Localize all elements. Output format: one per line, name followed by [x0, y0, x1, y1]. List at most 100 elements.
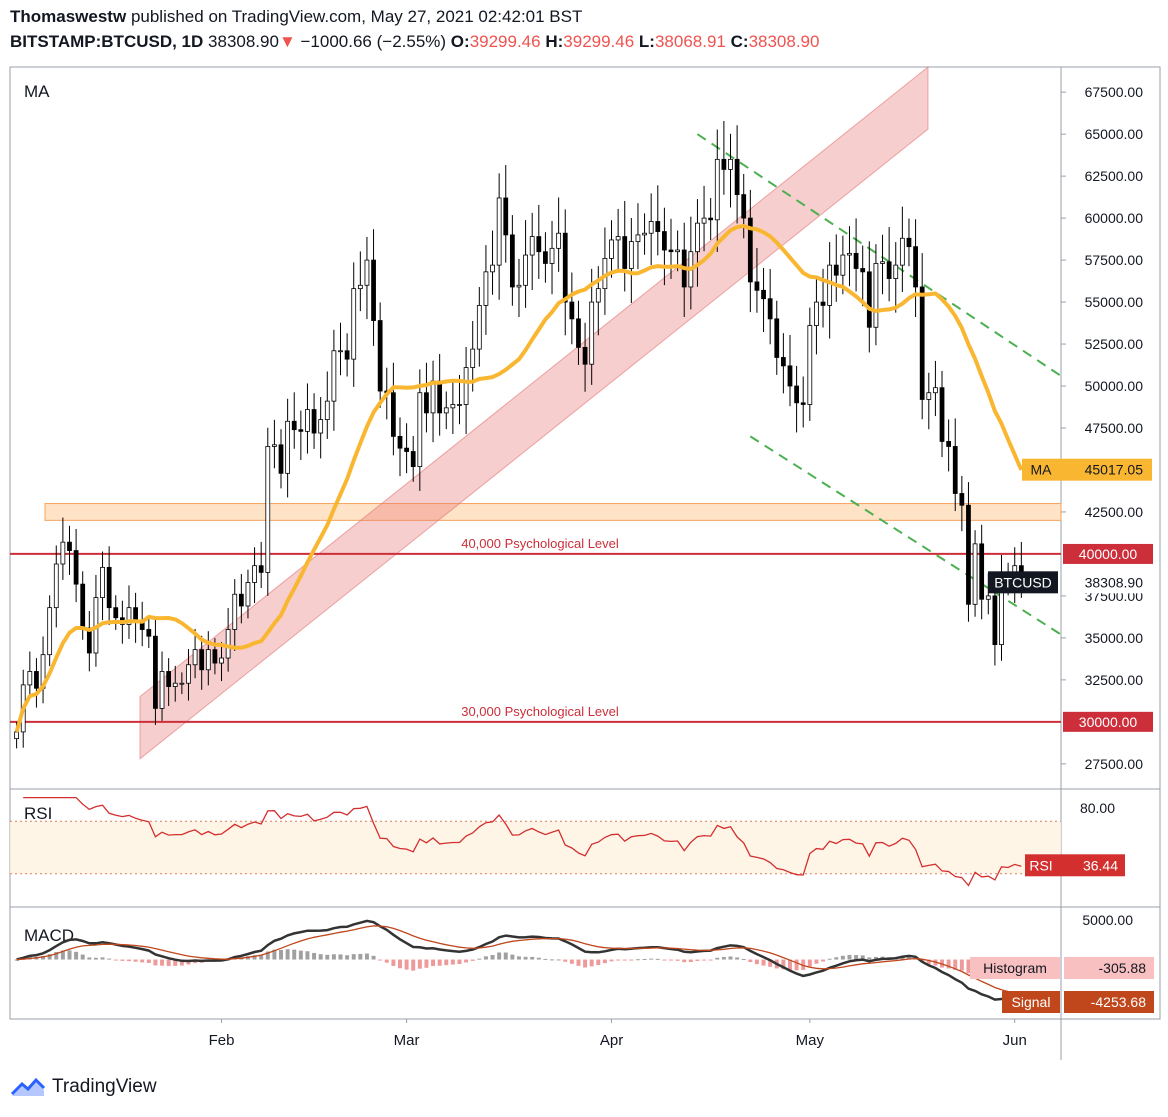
low-label: L:	[638, 32, 655, 51]
ma-line	[14, 224, 1024, 733]
macd-histogram-bar	[411, 959, 416, 971]
macd-histogram-bar	[431, 959, 436, 967]
macd-histogram-bar	[834, 957, 839, 960]
macd-line	[16, 919, 1022, 1001]
macd-histogram-bar	[54, 951, 59, 960]
candle-body	[318, 419, 324, 434]
macd-histogram-bar	[821, 959, 826, 962]
time-tick-label-feb: Feb	[209, 1032, 235, 1049]
high-label: H:	[545, 32, 564, 51]
candle-body	[966, 504, 971, 605]
macd-histogram-bar	[133, 959, 138, 962]
macd-histogram-bar	[873, 956, 878, 960]
macd-histogram-bar	[596, 959, 601, 966]
rsi-tag-name: RSI	[1029, 857, 1052, 873]
candle-body	[192, 649, 198, 666]
candle-body	[47, 607, 53, 656]
macd-histogram-bar	[807, 959, 812, 967]
macd-histogram-bar	[146, 959, 151, 963]
macd-histogram-bar	[345, 955, 350, 960]
candle-body	[523, 254, 528, 286]
candle-body	[344, 350, 350, 360]
candle-body	[285, 420, 291, 474]
macd-histogram-bar	[67, 950, 72, 960]
macd-histogram-bar	[583, 959, 588, 968]
candle-body	[814, 301, 819, 326]
candle-body	[516, 284, 522, 288]
macd-histogram-bar	[107, 958, 112, 960]
level-tag-text-40000: 40000.00	[1079, 546, 1138, 562]
high-value: 39299.46	[563, 32, 635, 51]
candle-body	[331, 350, 337, 402]
macd-histogram-bar	[966, 959, 971, 974]
macd-histogram-bar	[93, 957, 98, 960]
candle-body	[53, 563, 59, 609]
macd-histogram-bar	[609, 959, 614, 962]
price-tick-label: 55000.00	[1085, 294, 1144, 310]
candle-body	[238, 593, 244, 607]
candle-body	[780, 357, 786, 367]
macd-histogram-bar	[794, 959, 799, 971]
macd-histogram-bar	[662, 959, 667, 961]
candle-body	[628, 241, 634, 269]
candle-body	[827, 264, 833, 306]
chart-frame	[9, 66, 1161, 1020]
candle-body	[153, 635, 158, 709]
candle-body	[245, 582, 251, 607]
candle-body	[906, 237, 912, 248]
candle-body	[232, 593, 238, 630]
tradingview-logo-icon[interactable]	[10, 1076, 46, 1098]
macd-histogram-bar	[781, 959, 786, 970]
macd-histogram-bar	[695, 959, 700, 961]
macd-histogram-bar	[569, 959, 574, 964]
candle-body	[252, 565, 257, 583]
price-tick-label: 60000.00	[1085, 210, 1144, 226]
macd-histogram-bar	[477, 958, 482, 960]
macd-histogram-bar	[768, 959, 773, 967]
candle-body	[662, 231, 667, 251]
candle-body	[840, 254, 846, 276]
candle-body	[397, 435, 403, 449]
candle-body	[67, 541, 72, 551]
author-name[interactable]: Thomaswestw	[10, 7, 127, 26]
symbol-label[interactable]: BITSTAMP:BTCUSD, 1D	[10, 32, 204, 51]
price-tick-label: 65000.00	[1085, 126, 1144, 142]
tradingview-brand[interactable]: TradingView	[52, 1076, 157, 1097]
candle-body	[919, 286, 925, 400]
rsi-tag-value: 36.44	[1083, 857, 1118, 873]
macd-histogram-bar	[721, 957, 726, 960]
candle-body	[126, 607, 132, 625]
candle-body	[199, 649, 205, 671]
candle-body	[728, 158, 733, 170]
candle-body	[212, 649, 218, 664]
candle-body	[992, 595, 998, 646]
open-value: 39299.46	[469, 32, 541, 51]
macd-histogram-bar	[675, 959, 680, 961]
macd-histogram-bar	[14, 959, 19, 961]
price-tick-label: 62500.00	[1085, 168, 1144, 184]
candle-body	[305, 409, 310, 432]
candle-body	[939, 387, 945, 442]
time-tick-label-may: May	[796, 1032, 825, 1049]
candle-body	[377, 320, 383, 392]
candle-body	[278, 444, 284, 474]
macd-histogram-bar	[516, 956, 521, 960]
macd-histogram-bar	[702, 959, 707, 961]
candle-body	[529, 236, 535, 256]
publish-info: published on TradingView.com, May 27, 20…	[130, 7, 583, 26]
time-tick-label-apr: Apr	[600, 1032, 623, 1049]
macd-histogram-bar	[602, 959, 607, 964]
macd-histogram-bar	[331, 954, 336, 960]
macd-histogram-bar	[41, 955, 46, 960]
macd-histogram-bar	[74, 951, 79, 960]
signal-tag	[1002, 991, 1060, 1013]
btcusd-tag-name: BTCUSD	[994, 574, 1052, 590]
open-label: O:	[450, 32, 470, 51]
candle-body	[675, 249, 680, 253]
candle-body	[985, 595, 991, 600]
macd-histogram-bar	[378, 959, 383, 961]
price-change: −1000.66 (−2.55%)	[300, 32, 447, 51]
macd-histogram-bar	[338, 954, 343, 960]
macd-histogram-bar	[953, 959, 958, 970]
